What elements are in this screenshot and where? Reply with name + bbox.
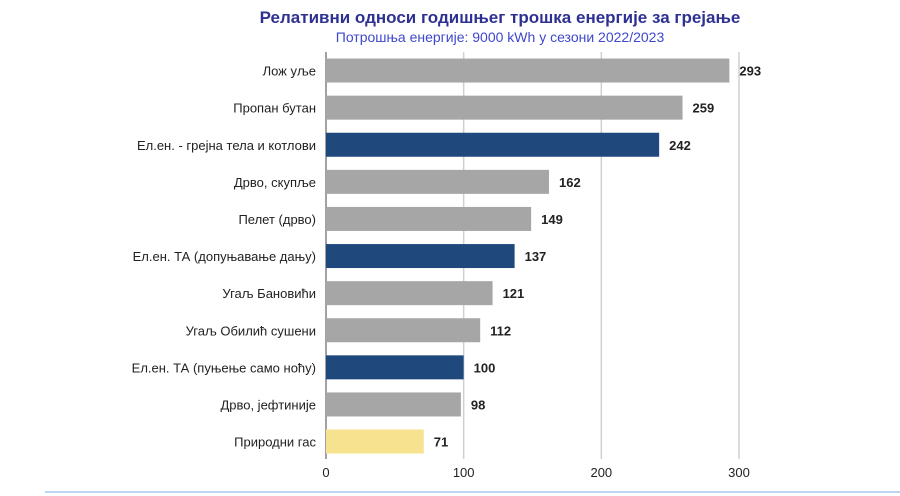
data-label: 293: [739, 64, 761, 79]
category-label: Дрво, скупље: [234, 175, 316, 190]
data-label: 112: [490, 323, 511, 338]
category-label: Лож уље: [263, 64, 316, 79]
bar: [326, 281, 493, 306]
category-label: Угаљ Бановићи: [222, 286, 316, 301]
category-label: Природни гас: [234, 435, 316, 450]
data-label: 137: [525, 249, 547, 264]
bar: [326, 392, 461, 417]
bar: [326, 95, 683, 120]
bar: [326, 318, 481, 343]
category-label: Пропан бутан: [233, 101, 316, 116]
x-tick-label: 100: [453, 465, 475, 480]
data-label: 71: [434, 435, 448, 450]
x-tick-label: 300: [728, 465, 750, 480]
category-label: Дрво, јефтиније: [220, 397, 316, 412]
bar: [326, 206, 532, 231]
bar: [326, 132, 660, 157]
category-label: Угаљ Обилић сушени: [186, 323, 316, 338]
bar: [326, 58, 730, 83]
data-label: 242: [669, 138, 691, 153]
category-label: Ел.ен. - грејна тела и котлови: [137, 138, 316, 153]
data-label: 162: [559, 175, 581, 190]
data-label: 121: [503, 286, 525, 301]
bar: [326, 169, 550, 194]
category-label: Ел.ен. ТА (допуњавање дању): [133, 249, 316, 264]
bottom-divider: [45, 491, 900, 493]
data-label: 98: [471, 397, 485, 412]
data-label: 100: [474, 360, 496, 375]
x-tick-label: 0: [322, 465, 329, 480]
chart-subtitle: Потрошња енергије: 9000 kWh у сезони 202…: [335, 29, 665, 45]
data-label: 259: [693, 101, 715, 116]
category-label: Ел.ен. ТА (пуњење само ноћу): [132, 360, 316, 375]
x-tick-label: 200: [590, 465, 612, 480]
chart-title: Релативни односи годишњег трошка енергиј…: [259, 8, 741, 27]
data-label: 149: [541, 212, 563, 227]
bar: [326, 355, 464, 380]
bar: [326, 244, 515, 269]
bar: [326, 429, 424, 454]
category-label: Пелет (дрво): [238, 212, 316, 227]
